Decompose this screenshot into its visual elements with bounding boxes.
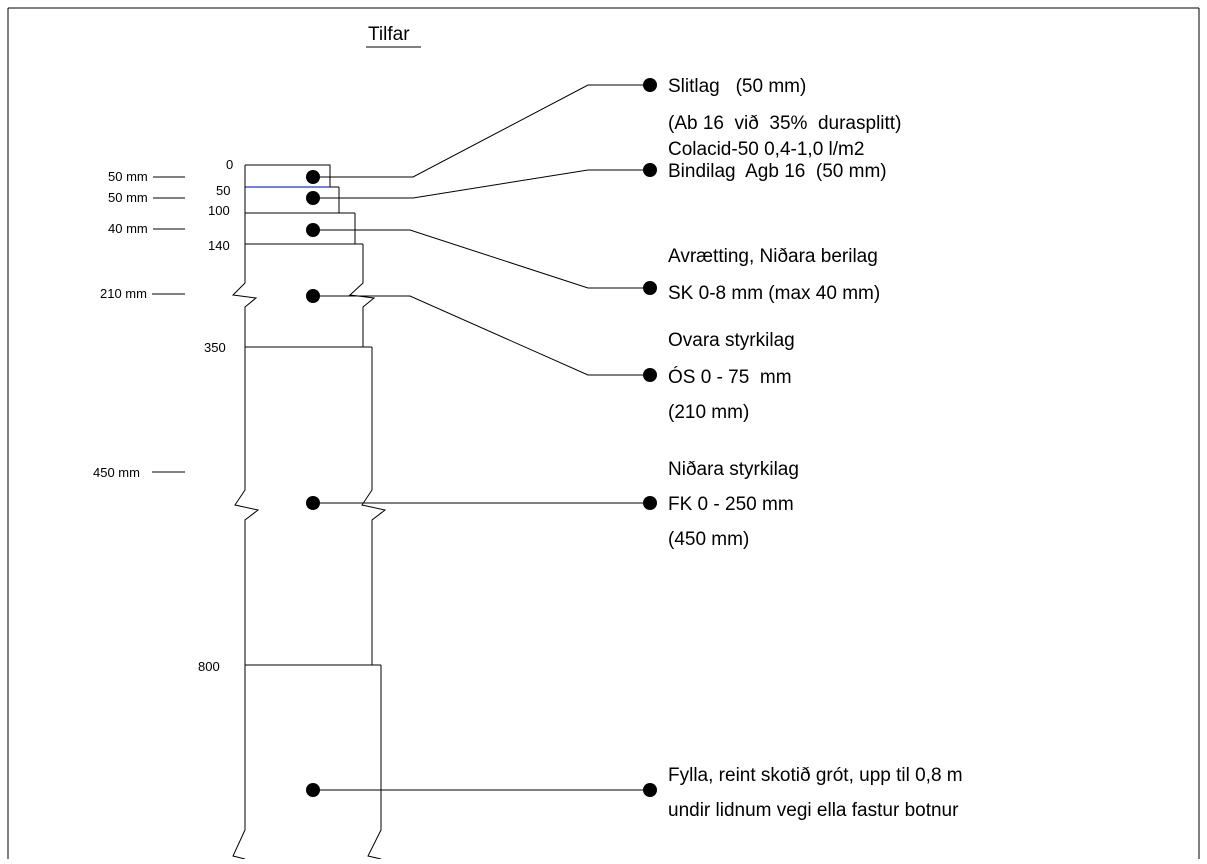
thickness-labels: 50 mm 50 mm 40 mm 210 mm 450 mm [93, 169, 185, 480]
depth-label: 0 [226, 157, 233, 172]
layer-labels: Slitlag (50 mm) (Ab 16 við 35% durasplit… [668, 76, 963, 821]
layer-label-line: ÓS 0 - 75 mm [668, 366, 792, 388]
layer-label-line: Slitlag (50 mm) [668, 76, 806, 97]
marker-dots [306, 78, 657, 797]
label-dot [643, 783, 657, 797]
layer-dot [306, 783, 320, 797]
depth-label: 350 [204, 340, 226, 355]
thickness-label: 40 mm [108, 221, 148, 236]
layer-1-box [245, 164, 331, 187]
label-dot [643, 281, 657, 295]
thickness-label: 210 mm [100, 286, 147, 301]
depth-label: 140 [208, 238, 230, 253]
diagram-title: Tilfar [368, 24, 410, 45]
depth-label: 100 [208, 203, 230, 218]
thickness-label: 50 mm [108, 169, 148, 184]
layer-label-line: FK 0 - 250 mm [668, 494, 794, 515]
leader-line-avraetting [313, 229, 650, 289]
layer-label-line: Ovara styrkilag [668, 330, 795, 351]
layer-dot [306, 289, 320, 303]
right-edge-layer-6 [367, 665, 382, 860]
right-edge-layer-5 [361, 347, 387, 665]
layer-label-line: Niðara styrkilag [668, 459, 799, 480]
leader-line-slitlag [313, 84, 650, 178]
left-edge-with-breaks [231, 165, 260, 860]
layer-boundaries [245, 164, 381, 666]
leader-line-bindilag [313, 169, 650, 199]
layer-label-line: Avrætting, Niðara berilag [668, 246, 878, 267]
layer-label-line: (450 mm) [668, 529, 749, 550]
layer-label-line: Bindilag Agb 16 (50 mm) [668, 161, 887, 182]
layer-label-line: undir lidnum vegi ella fastur botnur [668, 800, 959, 821]
label-dot [643, 78, 657, 92]
depth-labels: 0 50 100 140 350 800 [198, 157, 233, 674]
layer-dot [306, 496, 320, 510]
layer-label-line: Colacid-50 0,4-1,0 l/m2 [668, 139, 864, 160]
layer-label-line: Fylla, reint skotið grót, upp til 0,8 m [668, 765, 963, 786]
label-dot [643, 496, 657, 510]
layer-label-line: (210 mm) [668, 402, 749, 423]
depth-label: 50 [216, 183, 230, 198]
layer-dot [306, 223, 320, 237]
layer-label-line: SK 0-8 mm (max 40 mm) [668, 283, 880, 304]
layer-dot [306, 170, 320, 184]
layer-dot [306, 191, 320, 205]
label-dot [643, 368, 657, 382]
thickness-label: 50 mm [108, 190, 148, 205]
leader-lines [313, 84, 650, 791]
layer-label-line: (Ab 16 við 35% durasplitt) [668, 113, 901, 134]
depth-label: 800 [198, 659, 220, 674]
thickness-label: 450 mm [93, 465, 140, 480]
leader-line-ovara-styrkilag [313, 295, 650, 376]
label-dot [643, 163, 657, 177]
